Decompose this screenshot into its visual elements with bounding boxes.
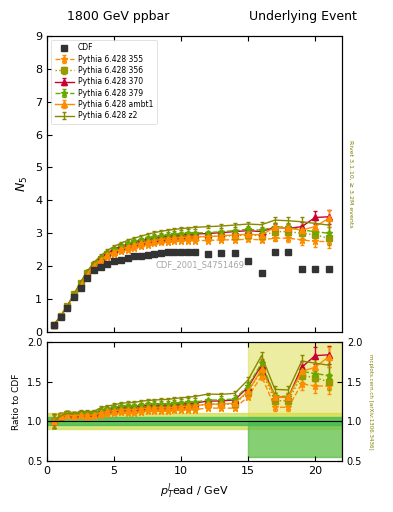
CDF <box>72 294 76 301</box>
CDF <box>78 285 83 291</box>
CDF <box>145 251 150 258</box>
CDF <box>273 249 277 255</box>
CDF <box>159 250 163 256</box>
CDF <box>152 250 157 257</box>
Y-axis label: $N_5$: $N_5$ <box>15 176 29 192</box>
CDF <box>85 274 90 281</box>
CDF <box>192 249 197 255</box>
CDF <box>51 322 56 328</box>
X-axis label: $p_T^l$ead / GeV: $p_T^l$ead / GeV <box>160 481 229 501</box>
CDF <box>132 253 137 260</box>
CDF <box>105 261 110 267</box>
CDF <box>246 258 250 264</box>
CDF <box>219 250 224 256</box>
CDF <box>112 258 116 264</box>
CDF <box>286 249 291 255</box>
CDF <box>92 267 96 273</box>
CDF <box>299 266 304 272</box>
Y-axis label: Rivet 3.1.10, ≥ 3.2M events: Rivet 3.1.10, ≥ 3.2M events <box>348 140 353 228</box>
CDF <box>58 314 63 320</box>
CDF <box>119 257 123 263</box>
Legend: CDF, Pythia 6.428 355, Pythia 6.428 356, Pythia 6.428 370, Pythia 6.428 379, Pyt: CDF, Pythia 6.428 355, Pythia 6.428 356,… <box>51 39 157 124</box>
Text: CDF_2001_S4751469: CDF_2001_S4751469 <box>156 260 245 269</box>
CDF <box>232 250 237 256</box>
CDF <box>259 270 264 276</box>
Line: CDF: CDF <box>50 249 332 328</box>
Text: 1800 GeV ppbar: 1800 GeV ppbar <box>67 10 169 23</box>
CDF <box>98 264 103 270</box>
CDF <box>206 250 210 257</box>
CDF <box>179 249 184 255</box>
CDF <box>65 305 70 311</box>
CDF <box>139 252 143 259</box>
CDF <box>125 255 130 261</box>
CDF <box>165 249 170 255</box>
CDF <box>313 266 318 272</box>
CDF <box>326 266 331 272</box>
Y-axis label: Ratio to CDF: Ratio to CDF <box>12 373 21 430</box>
Y-axis label: mcplots.cern.ch [arXiv:1306.3436]: mcplots.cern.ch [arXiv:1306.3436] <box>368 354 373 450</box>
Text: Underlying Event: Underlying Event <box>249 10 356 23</box>
CDF <box>172 249 177 255</box>
CDF <box>185 249 190 255</box>
